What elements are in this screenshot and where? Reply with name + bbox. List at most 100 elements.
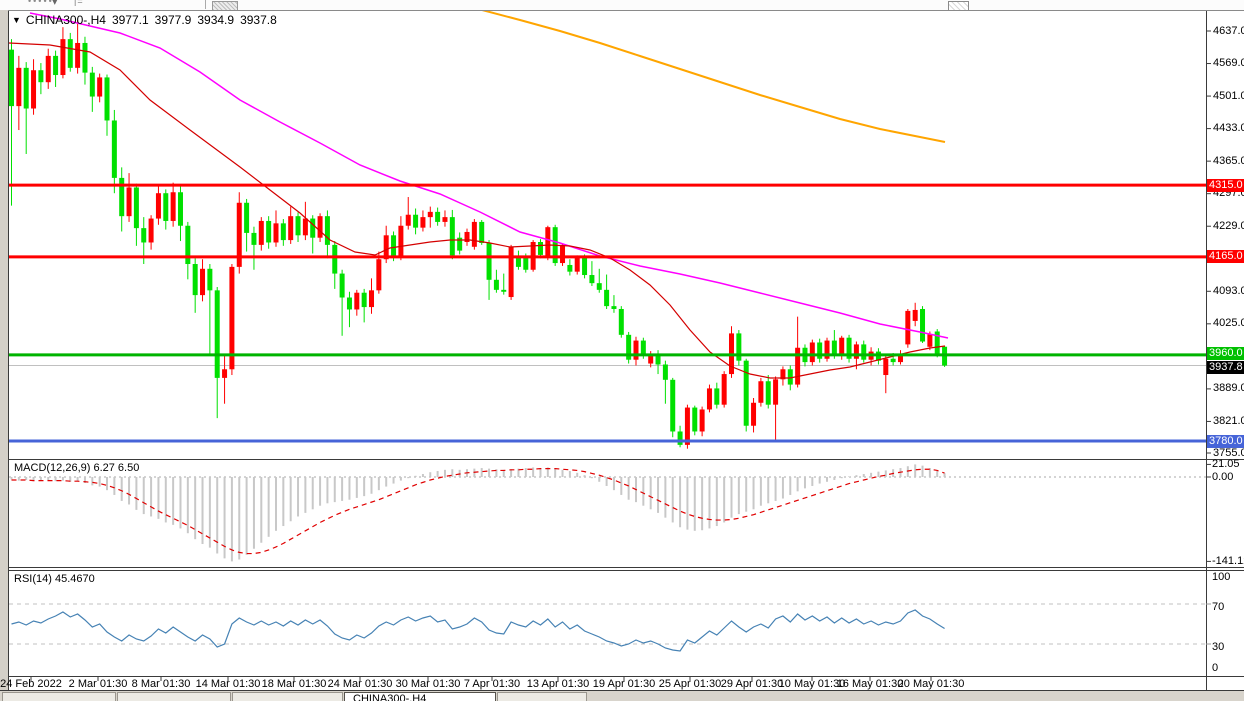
chart-tab[interactable]	[497, 692, 587, 701]
candle-body	[648, 353, 654, 364]
candle-body	[354, 292, 360, 310]
time-axis-label: 16 May 01:30	[836, 678, 904, 690]
chart-tabs-bar: CHINA300-,H4	[0, 691, 1244, 701]
candle-body	[684, 407, 690, 445]
candle-body	[45, 55, 51, 83]
candle-body	[501, 289, 507, 292]
candle-body	[912, 309, 918, 321]
candle-body	[53, 55, 59, 76]
candle-body	[251, 232, 257, 245]
candle-body	[369, 290, 375, 308]
candle-body	[545, 227, 551, 257]
candle-body	[273, 223, 279, 243]
price-scale-label: 3821.0	[1213, 414, 1244, 427]
candle-body	[780, 369, 786, 380]
candle-body	[486, 242, 492, 280]
candle-body	[214, 290, 220, 378]
macd-scale-label: 21.05	[1212, 458, 1240, 471]
candle-body	[839, 337, 845, 356]
time-axis-label: 7 Apr 01:30	[463, 678, 521, 690]
time-axis-label: 30 Mar 01:30	[395, 678, 461, 690]
candle-body	[376, 259, 382, 291]
candle-body	[133, 187, 139, 229]
candle-body	[537, 242, 543, 255]
candle-body	[883, 358, 889, 376]
candle-body	[192, 264, 198, 296]
candle-body	[346, 297, 352, 310]
candle-body	[324, 216, 330, 245]
candle-body	[177, 192, 183, 226]
candle-body	[119, 177, 125, 217]
time-axis-label: 20 May 01:30	[897, 678, 965, 690]
candle-body	[332, 244, 338, 274]
candle-body	[655, 353, 661, 365]
candle-body	[560, 244, 566, 264]
candle-body	[751, 402, 757, 426]
candle-body	[582, 256, 588, 276]
candle-body	[413, 214, 419, 228]
price-scale-label: 3755.0	[1213, 446, 1244, 459]
candle-body	[795, 347, 801, 385]
candle-body	[185, 225, 191, 265]
candle-body	[809, 342, 815, 363]
candle-body	[449, 217, 455, 256]
candle-body	[927, 334, 933, 347]
rsi-scale-label: 100	[1212, 571, 1231, 583]
candle-body	[677, 431, 683, 445]
panel-borders	[0, 10, 1244, 691]
candle-body	[391, 235, 397, 257]
price-level-badge: 4315.0	[1207, 178, 1244, 192]
candle-body	[266, 220, 272, 243]
candle-body	[200, 268, 206, 296]
candle-body	[339, 273, 345, 298]
chart-tab[interactable]	[232, 692, 343, 701]
candle-body	[427, 211, 433, 218]
candle-body	[897, 353, 903, 363]
candle-body	[515, 256, 521, 267]
quote-open: 3977.1	[111, 13, 149, 27]
toolbar-lines-icon: |=	[74, 0, 84, 6]
candle-body	[920, 308, 926, 342]
toolbar-dropdown-icon[interactable]: ▾	[52, 0, 58, 8]
candle-body	[405, 214, 411, 226]
candle-body	[398, 225, 404, 257]
candle-body	[523, 256, 529, 270]
candle-body	[890, 358, 896, 363]
candle-body	[736, 333, 742, 361]
candle-body	[611, 306, 617, 309]
chart-quote-bar: ▼ CHINA300-,H4 3977.1 3977.9 3934.9 3937.8	[12, 13, 277, 27]
candle-body	[706, 388, 712, 410]
candle-body	[310, 218, 316, 238]
candle-body	[905, 310, 911, 345]
candle-body	[471, 221, 477, 247]
candle-body	[596, 283, 602, 290]
candle-body	[16, 67, 22, 107]
chart-tab[interactable]	[2, 692, 116, 701]
candle-body	[773, 379, 779, 405]
candle-body	[640, 340, 646, 356]
candle-body	[258, 220, 264, 245]
candle-body	[589, 275, 595, 284]
chart-tab-active[interactable]: CHINA300-,H4	[344, 692, 496, 701]
candle-body	[383, 235, 389, 260]
quote-close: 3937.8	[240, 13, 277, 27]
candle-body	[111, 120, 117, 178]
candle-body	[9, 49, 14, 107]
candle-body	[75, 42, 81, 68]
rsi-scale-label: 30	[1212, 641, 1225, 653]
time-axis-label: 24 Mar 01:30	[327, 678, 393, 690]
candle-body	[633, 340, 639, 360]
candle-body	[508, 246, 514, 298]
candle-body	[442, 217, 448, 222]
candle-body	[89, 72, 95, 97]
candle-body	[699, 409, 705, 432]
symbol-dropdown-icon[interactable]: ▼	[12, 15, 21, 25]
candle-body	[23, 67, 29, 109]
candle-body	[692, 407, 698, 432]
chart-tab[interactable]	[117, 692, 231, 701]
candle-body	[38, 70, 44, 83]
time-axis-label: 18 Mar 01:30	[261, 678, 327, 690]
candle-body	[67, 39, 73, 68]
price-scale-label: 4365.0	[1213, 154, 1244, 167]
